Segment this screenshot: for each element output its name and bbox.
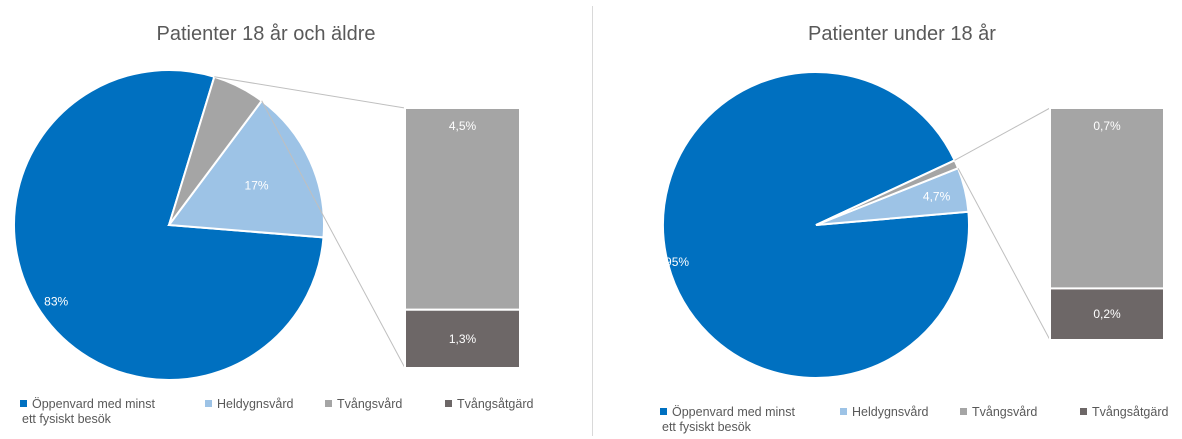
pie-slice-label: 4,7% — [923, 189, 951, 203]
legend-label: Tvångsåtgärd — [457, 397, 533, 411]
breakout-bar-label: 0,2% — [1093, 307, 1121, 321]
connector-line-top — [954, 107, 1051, 161]
chart-title: Patienter under 18 år — [808, 23, 996, 45]
breakout-bar-label: 0,7% — [1093, 119, 1121, 133]
legend-swatch — [325, 400, 332, 407]
legend-label: Öppenvard med minst — [672, 405, 796, 419]
legend-label: Tvångsåtgärd — [1092, 405, 1168, 419]
pie-slice-label: 95% — [665, 255, 689, 269]
pie-slice-label: 17% — [245, 178, 269, 192]
legend-swatch — [445, 400, 452, 407]
breakout-bar-segment-1 — [1049, 107, 1165, 290]
legend-swatch — [960, 408, 967, 415]
legend-label-line2: ett fysiskt besök — [662, 420, 752, 434]
legend-label: Tvångsvård — [972, 405, 1037, 419]
legend-swatch — [660, 408, 667, 415]
connector-line-bottom — [957, 167, 1051, 341]
chart-1: Patienter 18 år och äldre 83% 17% 4,5% 1,3% Ö… — [13, 23, 533, 426]
pie-slice-3 — [815, 159, 960, 226]
pie-slice-1 — [662, 71, 970, 379]
breakout-bar-segment-2 — [404, 308, 521, 370]
connector-line-bottom — [261, 100, 406, 369]
legend-swatch — [20, 400, 27, 407]
breakout-bar-label: 4,5% — [449, 119, 477, 133]
chart-title: Patienter 18 år och äldre — [156, 23, 375, 45]
legend-label: Heldygnsvård — [217, 397, 293, 411]
panel-divider — [592, 6, 593, 436]
legend-label: Öppenvard med minst — [32, 397, 156, 411]
breakout-bar-segment-1 — [404, 107, 521, 311]
breakout-bar-segment-2 — [1049, 287, 1165, 342]
legend-swatch — [840, 408, 847, 415]
legend-swatch — [1080, 408, 1087, 415]
legend-label-line2: ett fysiskt besök — [22, 412, 112, 426]
pie-slice-2 — [167, 99, 325, 239]
breakout-bar-label: 1,3% — [449, 332, 477, 346]
connector-line-top — [214, 76, 406, 109]
legend-label: Tvångsvård — [337, 397, 402, 411]
pie-slice-label: 83% — [44, 295, 68, 309]
legend-swatch — [205, 400, 212, 407]
chart-2: Patienter under 18 år 95% 4,7% 0,7% 0,2% Öppe… — [660, 23, 1168, 434]
legend-label: Heldygnsvård — [852, 405, 928, 419]
